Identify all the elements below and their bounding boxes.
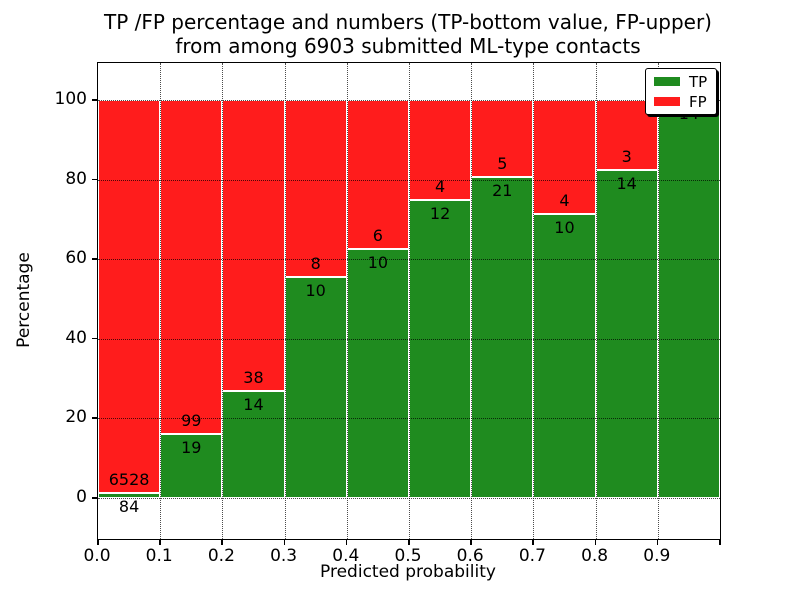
bar-label-fp: 8 bbox=[310, 253, 321, 273]
x-tick bbox=[532, 539, 534, 545]
bar-segment-fp bbox=[160, 100, 223, 434]
y-tick-label: 80 bbox=[65, 168, 87, 189]
v-gridline bbox=[595, 63, 597, 539]
x-tick-label: 0.8 bbox=[581, 546, 609, 566]
legend-label-tp: TP bbox=[689, 72, 708, 91]
y-tick bbox=[92, 417, 97, 419]
x-tick bbox=[221, 539, 223, 545]
y-tick bbox=[92, 337, 97, 340]
x-tick bbox=[283, 539, 286, 545]
x-tick-label: 0.2 bbox=[207, 546, 235, 566]
v-gridline bbox=[222, 63, 224, 539]
bar-segment-tp bbox=[284, 276, 347, 498]
v-gridline bbox=[284, 63, 286, 539]
chart-title: TP /FP percentage and numbers (TP-bottom… bbox=[97, 10, 719, 58]
bar-label-tp: 19 bbox=[181, 437, 202, 457]
y-tick-label: 40 bbox=[65, 327, 87, 348]
legend-entry-tp: TP bbox=[654, 74, 708, 90]
bar-segment-tp bbox=[471, 176, 534, 498]
v-gridline bbox=[533, 63, 535, 539]
bar-label-fp: 3 bbox=[621, 147, 632, 167]
x-tick-label: 0.9 bbox=[643, 546, 671, 566]
bar-label-tp: 14 bbox=[243, 394, 264, 414]
y-axis-label: Percentage bbox=[14, 252, 34, 348]
bar-segment-fp bbox=[222, 100, 285, 391]
x-tick-label: 0.4 bbox=[332, 546, 360, 566]
bar-segment-fp bbox=[98, 100, 161, 493]
x-tick bbox=[159, 539, 161, 545]
x-tick bbox=[345, 539, 348, 545]
bar-segment-tp bbox=[657, 100, 720, 498]
bar-segment-tp bbox=[409, 199, 472, 498]
x-axis-label: Predicted probability bbox=[320, 562, 496, 582]
bar-label-fp: 4 bbox=[435, 176, 446, 196]
y-tick bbox=[92, 99, 97, 101]
y-tick-label: 20 bbox=[65, 407, 87, 428]
bar-label-tp: 21 bbox=[492, 180, 513, 200]
y-tick-label: 100 bbox=[54, 89, 87, 109]
bar-label-fp: 4 bbox=[559, 190, 570, 210]
y-tick-label: 0 bbox=[76, 487, 87, 507]
y-tick bbox=[92, 497, 97, 499]
y-tick bbox=[92, 178, 97, 181]
x-tick bbox=[719, 539, 721, 545]
bar-label-tp: 10 bbox=[554, 217, 575, 237]
x-tick bbox=[594, 539, 597, 545]
plot-area: 6528849919381481061041252141031414 bbox=[97, 62, 721, 540]
bar-label-fp: 38 bbox=[243, 367, 264, 387]
bar-segment-fp bbox=[409, 100, 472, 200]
bar-label-tp: 14 bbox=[616, 174, 637, 194]
v-gridline bbox=[471, 63, 473, 539]
x-tick bbox=[656, 539, 659, 545]
bar-label-fp: 99 bbox=[181, 410, 202, 430]
bar-segment-tp bbox=[346, 249, 409, 498]
v-gridline bbox=[346, 63, 348, 539]
tp-color-swatch bbox=[654, 77, 680, 86]
x-tick-label: 0.3 bbox=[270, 546, 298, 566]
v-gridline bbox=[409, 63, 410, 539]
x-tick bbox=[97, 539, 99, 545]
bar-label-fp: 5 bbox=[497, 153, 508, 173]
bar-segment-tp bbox=[533, 213, 596, 498]
bar-label-tp: 10 bbox=[305, 280, 326, 300]
bar-label-tp: 12 bbox=[429, 203, 451, 223]
bar-segment-tp bbox=[98, 492, 161, 498]
legend-label-fp: FP bbox=[689, 92, 707, 111]
bar-segment-tp bbox=[160, 433, 223, 498]
v-gridline bbox=[160, 63, 162, 539]
x-tick bbox=[470, 539, 472, 545]
bar-segment-fp bbox=[284, 100, 347, 277]
x-tick bbox=[408, 539, 410, 545]
chart-title-line2: from among 6903 submitted ML-type contac… bbox=[175, 34, 641, 58]
legend-entry-fp: FP bbox=[654, 94, 708, 110]
bar-label-fp: 6528 bbox=[108, 469, 150, 489]
v-gridline bbox=[657, 63, 659, 539]
bar-label-fp: 6 bbox=[372, 226, 383, 246]
bar-segment-fp bbox=[533, 100, 596, 214]
x-tick-label: 0.1 bbox=[145, 546, 173, 566]
x-tick-label: 0.6 bbox=[456, 546, 484, 566]
bar-label-tp: 10 bbox=[367, 253, 389, 273]
bar-segment-tp bbox=[595, 170, 658, 498]
bar-label-tp: 84 bbox=[118, 496, 140, 516]
x-tick-label: 0.5 bbox=[394, 546, 422, 566]
y-tick bbox=[92, 258, 97, 260]
x-tick-label: 0.0 bbox=[83, 546, 111, 566]
y-tick-label: 60 bbox=[65, 248, 87, 269]
chart-title-line1: TP /FP percentage and numbers (TP-bottom… bbox=[104, 10, 712, 34]
x-tick-label: 0.7 bbox=[518, 546, 546, 566]
fp-color-swatch bbox=[654, 97, 680, 106]
legend: TP FP bbox=[645, 68, 717, 115]
